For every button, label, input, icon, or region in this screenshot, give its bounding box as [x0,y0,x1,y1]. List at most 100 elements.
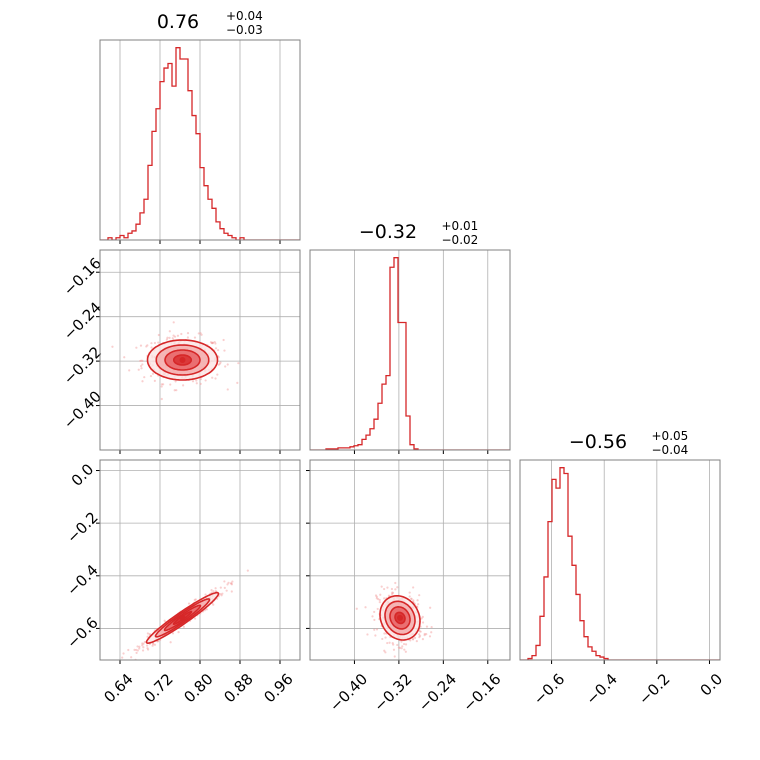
sample-point [143,640,146,644]
sample-point [172,321,175,324]
sample-point [139,359,142,363]
sample-point [223,580,226,583]
sample-point [212,603,215,606]
sample-point [364,606,367,609]
sample-point [122,652,125,655]
sample-point [169,641,172,644]
sample-point [143,376,146,379]
sample-point [151,644,154,647]
title-minus-error: −0.02 [442,233,479,247]
sample-point [205,608,208,611]
y-tick-label: −0.4 [63,561,101,599]
panel-scatter-2-0: 0.64 0.72 0.80 0.88 0.96 0.0 −0.2 −0.4 −0.6 [63,459,301,706]
sample-point [421,638,425,641]
sample-point [165,338,168,341]
x-tick-label: 0.64 [100,670,136,706]
sample-point [355,607,358,610]
sample-point [217,356,220,359]
sample-point [142,646,145,649]
sample-point [429,606,432,609]
sample-point [374,634,377,637]
sample-point [409,639,412,642]
sample-point [157,333,160,337]
sample-point [168,330,171,333]
sample-point [246,569,249,572]
title-minus-error: −0.04 [652,443,689,457]
panel-hist-1: −0.32 +0.01−0.02 [309,219,511,454]
sample-point [227,581,230,584]
sample-point [141,363,144,366]
sample-point [214,587,217,590]
panel-frame [99,249,301,451]
sample-point [219,593,222,596]
sample-point [182,384,185,387]
sample-point [214,590,217,593]
sample-point [140,367,143,370]
sample-point [171,632,175,635]
sample-point [153,379,156,382]
panel-title: 0.76 [157,11,199,33]
sample-point [223,349,226,352]
panel-frame [99,39,301,241]
sample-point [157,341,160,344]
sample-point [146,632,149,635]
sample-point [383,649,386,652]
sample-point [149,374,153,378]
density-layer [355,581,433,658]
sample-point [175,389,178,392]
sample-point [390,587,394,591]
sample-point [386,641,389,645]
y-tick-label: −0.24 [60,299,105,344]
sample-point [153,643,157,646]
sample-point [146,647,149,650]
x-tick-label: 0.96 [260,670,296,706]
sample-point [383,587,386,591]
panel-scatter-1-0: −0.16−0.24−0.32−0.40 [60,249,301,454]
sample-point [130,656,133,659]
sample-point [135,346,138,349]
sample-point [411,638,415,641]
panel-scatter-2-1: −0.40 −0.32 −0.24 −0.16 [306,459,511,715]
y-tick-label: −0.16 [60,254,105,299]
sample-point [391,591,395,594]
sample-point [174,380,177,383]
sample-point [416,599,419,602]
panel-frame [519,459,721,661]
sample-point [195,382,198,385]
sample-point [393,655,396,658]
panel-title: −0.32 [359,221,417,243]
sample-point [127,648,130,652]
sample-point [410,597,413,600]
sample-point [141,380,144,383]
sample-point [404,643,408,646]
x-tick-label: −0.6 [530,670,568,708]
sample-point [151,372,155,375]
sample-point [226,583,229,586]
title-median: 0.76 [157,11,199,33]
sample-point [176,334,180,337]
sample-point [373,618,376,622]
density-layer [111,321,240,401]
sample-point [412,586,415,589]
sample-point [141,644,144,647]
sample-point [141,642,144,645]
sample-point [153,341,157,345]
title-plus-error: +0.05 [652,429,689,443]
sample-point [214,347,218,350]
sample-point [172,334,175,337]
sample-point [400,640,403,643]
sample-point [366,633,369,636]
y-tick-label: −0.6 [63,614,101,652]
x-tick-label: 0.88 [220,670,256,706]
sample-point [200,333,203,336]
sample-point [388,641,391,644]
sample-point [423,633,426,637]
sample-point [418,594,421,597]
panel-hist-0: 0.76 +0.04−0.03 [99,9,301,244]
sample-point [169,383,172,386]
sample-point [168,336,171,339]
sample-point [193,336,197,339]
histogram-curve [310,257,510,450]
sample-point [160,385,163,388]
sample-point [430,625,433,629]
